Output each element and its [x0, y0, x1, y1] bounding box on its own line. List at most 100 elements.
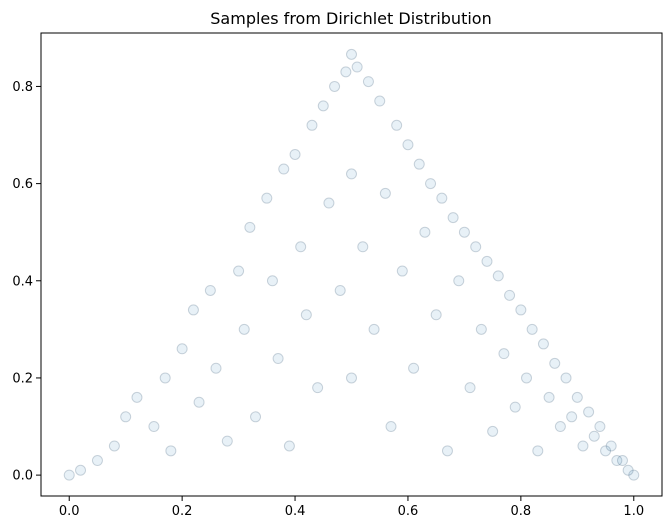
data-point	[300, 309, 312, 321]
data-point	[346, 372, 357, 384]
data-point	[346, 48, 357, 60]
y-tick-label: 0.8	[12, 80, 33, 95]
data-point	[238, 323, 250, 335]
data-point	[204, 284, 216, 296]
x-tick-label: 0.8	[511, 504, 532, 519]
data-point	[577, 440, 589, 452]
data-point	[571, 391, 583, 403]
data-point	[616, 455, 628, 467]
data-point	[419, 226, 431, 238]
data-point	[481, 255, 493, 267]
data-point	[543, 391, 555, 403]
data-point	[289, 148, 301, 160]
data-point	[402, 139, 414, 151]
data-point	[509, 401, 521, 413]
data-point	[537, 338, 549, 350]
data-point	[441, 445, 453, 457]
data-points	[63, 48, 640, 481]
data-point	[475, 323, 487, 335]
data-point	[148, 421, 160, 433]
data-point	[549, 357, 561, 369]
data-point	[283, 440, 295, 452]
y-tick-label: 0.6	[12, 177, 33, 192]
data-point	[362, 76, 374, 88]
data-point	[379, 187, 391, 199]
data-point	[425, 178, 437, 190]
data-point	[385, 421, 397, 433]
data-point	[278, 163, 290, 175]
data-point	[250, 411, 262, 423]
data-point	[622, 464, 634, 476]
data-point	[464, 382, 476, 394]
data-point	[396, 265, 408, 277]
data-point	[526, 323, 538, 335]
data-point	[583, 406, 595, 418]
x-tick-label: 0.6	[398, 504, 419, 519]
data-point	[521, 372, 533, 384]
data-point	[63, 469, 75, 481]
data-point	[193, 396, 205, 408]
y-tick-label: 0.2	[12, 371, 33, 386]
data-point	[458, 226, 470, 238]
data-point	[120, 411, 132, 423]
data-point	[244, 221, 256, 233]
data-point	[272, 353, 284, 365]
data-point	[554, 421, 566, 433]
data-point	[306, 119, 318, 131]
data-point	[492, 270, 504, 282]
data-point	[498, 348, 510, 360]
data-point	[312, 382, 324, 394]
data-point	[210, 362, 222, 374]
data-point	[329, 80, 341, 92]
data-point	[447, 212, 459, 224]
y-tick-label: 0.0	[12, 469, 33, 484]
chart-title: Samples from Dirichlet Distribution	[210, 9, 491, 28]
data-point	[176, 343, 188, 355]
x-tick-label: 1.0	[623, 504, 644, 519]
data-point	[334, 284, 346, 296]
plot-area-frame	[40, 32, 663, 497]
data-point	[413, 158, 425, 170]
data-point	[628, 469, 640, 481]
data-point	[75, 464, 87, 476]
data-point	[357, 241, 369, 253]
data-point	[323, 197, 335, 209]
data-point	[436, 192, 448, 204]
x-axis: 0.0 0.2 0.4 0.6 0.8 1.0	[59, 496, 644, 519]
x-tick-label: 0.0	[59, 504, 80, 519]
data-point	[515, 304, 527, 316]
data-point	[470, 241, 482, 253]
data-point	[159, 372, 171, 384]
data-point	[233, 265, 245, 277]
data-point	[351, 61, 363, 73]
data-point	[317, 100, 329, 112]
data-point	[261, 192, 273, 204]
data-point	[221, 435, 233, 447]
data-point	[340, 66, 352, 78]
data-point	[504, 289, 516, 301]
x-tick-label: 0.4	[285, 504, 306, 519]
data-point	[108, 440, 120, 452]
data-point	[453, 275, 465, 287]
data-point	[594, 421, 606, 433]
data-point	[605, 440, 617, 452]
data-point	[487, 425, 499, 437]
data-point	[600, 445, 612, 457]
data-point	[131, 391, 143, 403]
data-point	[408, 362, 420, 374]
y-axis: 0.0 0.2 0.4 0.6 0.8	[12, 80, 41, 484]
data-point	[295, 241, 307, 253]
data-point	[187, 304, 199, 316]
data-point	[391, 119, 403, 131]
data-point	[368, 323, 380, 335]
x-tick-label: 0.2	[172, 504, 193, 519]
data-point	[588, 430, 600, 442]
y-tick-label: 0.4	[12, 274, 33, 289]
data-point	[346, 168, 357, 180]
data-point	[374, 95, 386, 107]
data-point	[91, 455, 103, 467]
data-point	[566, 411, 578, 423]
data-point	[165, 445, 177, 457]
data-point	[430, 309, 442, 321]
